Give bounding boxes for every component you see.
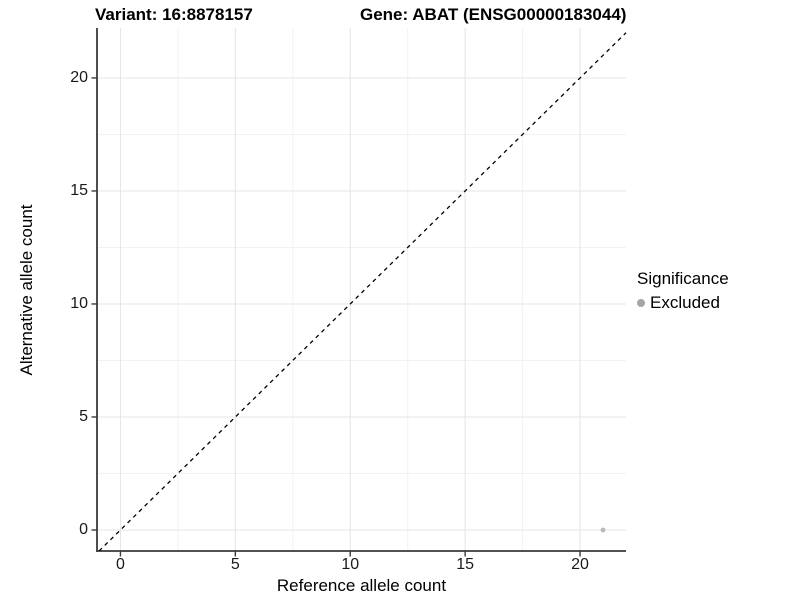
legend: Significance Excluded [637, 269, 729, 313]
identity-reference-line [98, 32, 627, 552]
y-tick-label: 10 [70, 294, 88, 312]
y-axis-title: Alternative allele count [17, 204, 36, 376]
variant-title: Variant: 16:8878157 [95, 5, 253, 24]
x-tick-label: 10 [341, 556, 360, 573]
legend-title: Significance [637, 269, 729, 288]
x-tick-label: 0 [115, 556, 125, 573]
x-tick-label: 20 [571, 556, 589, 573]
legend-item-excluded: Excluded [637, 293, 729, 313]
y-tick-label: 15 [70, 181, 88, 199]
y-tick-label: 20 [70, 68, 88, 86]
gene-title: Gene: ABAT (ENSG00000183044) [360, 5, 627, 24]
legend-item-label: Excluded [650, 293, 720, 312]
y-tick-label: 5 [79, 407, 88, 425]
legend-point-icon [637, 299, 645, 307]
x-tick-label: 5 [230, 556, 240, 573]
y-tick-label: 0 [79, 520, 88, 538]
x-axis-title: Reference allele count [276, 576, 447, 595]
x-tick-label: 15 [456, 556, 475, 573]
data-point [600, 527, 606, 533]
